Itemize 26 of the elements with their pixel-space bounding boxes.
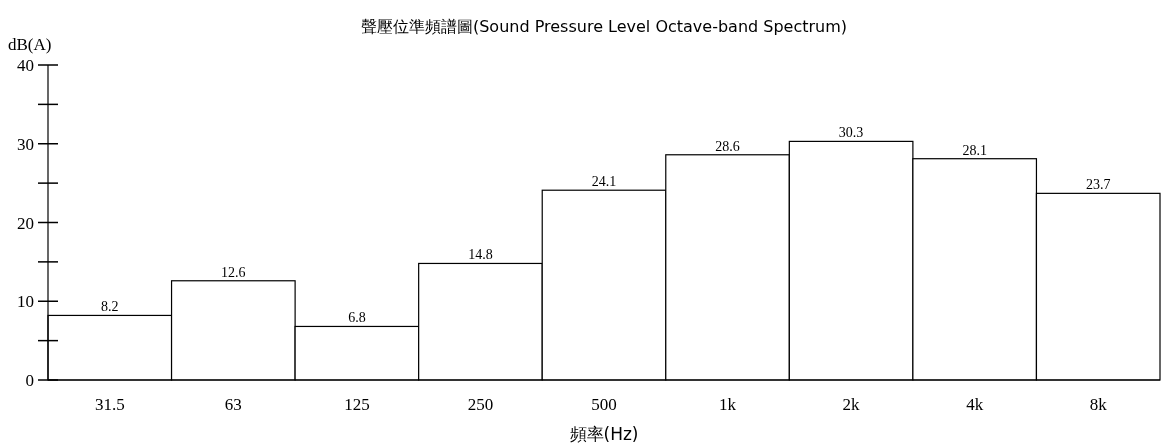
data-label: 14.8: [468, 247, 493, 263]
data-label: 28.6: [715, 138, 740, 154]
data-label: 6.8: [348, 310, 366, 326]
x-tick-label: 1k: [719, 395, 737, 414]
data-label: 12.6: [221, 264, 246, 280]
data-label: 30.3: [838, 125, 864, 141]
x-tick-label: 8k: [1089, 395, 1108, 414]
x-tick-label: 125: [344, 395, 370, 414]
y-tick-label: 30: [17, 134, 34, 154]
y-tick-label: 20: [17, 213, 34, 233]
x-tick-label: 500: [591, 395, 617, 414]
data-label: 24.1: [591, 174, 617, 190]
x-tick-label: 63: [224, 395, 242, 414]
chart-title: 聲壓位準頻譜圖(Sound Pressure Level Octave-band Spectrum): [360, 17, 848, 36]
x-tick-label: 250: [467, 395, 494, 414]
y-tick-label: 10: [17, 292, 34, 312]
y-tick-label: 0: [25, 371, 34, 390]
x-axis-title: 頻率(Hz): [569, 424, 639, 444]
x-tick-label: 4k: [966, 395, 984, 414]
x-tick-label: 31.5: [94, 395, 125, 414]
data-label: 8.2: [101, 299, 119, 315]
y-tick-label: 40: [17, 56, 34, 75]
data-label: 28.1: [962, 142, 987, 158]
x-tick-label: 2k: [842, 395, 861, 414]
data-label: 23.7: [1085, 177, 1111, 193]
y-axis-title: dB(A): [8, 35, 52, 54]
